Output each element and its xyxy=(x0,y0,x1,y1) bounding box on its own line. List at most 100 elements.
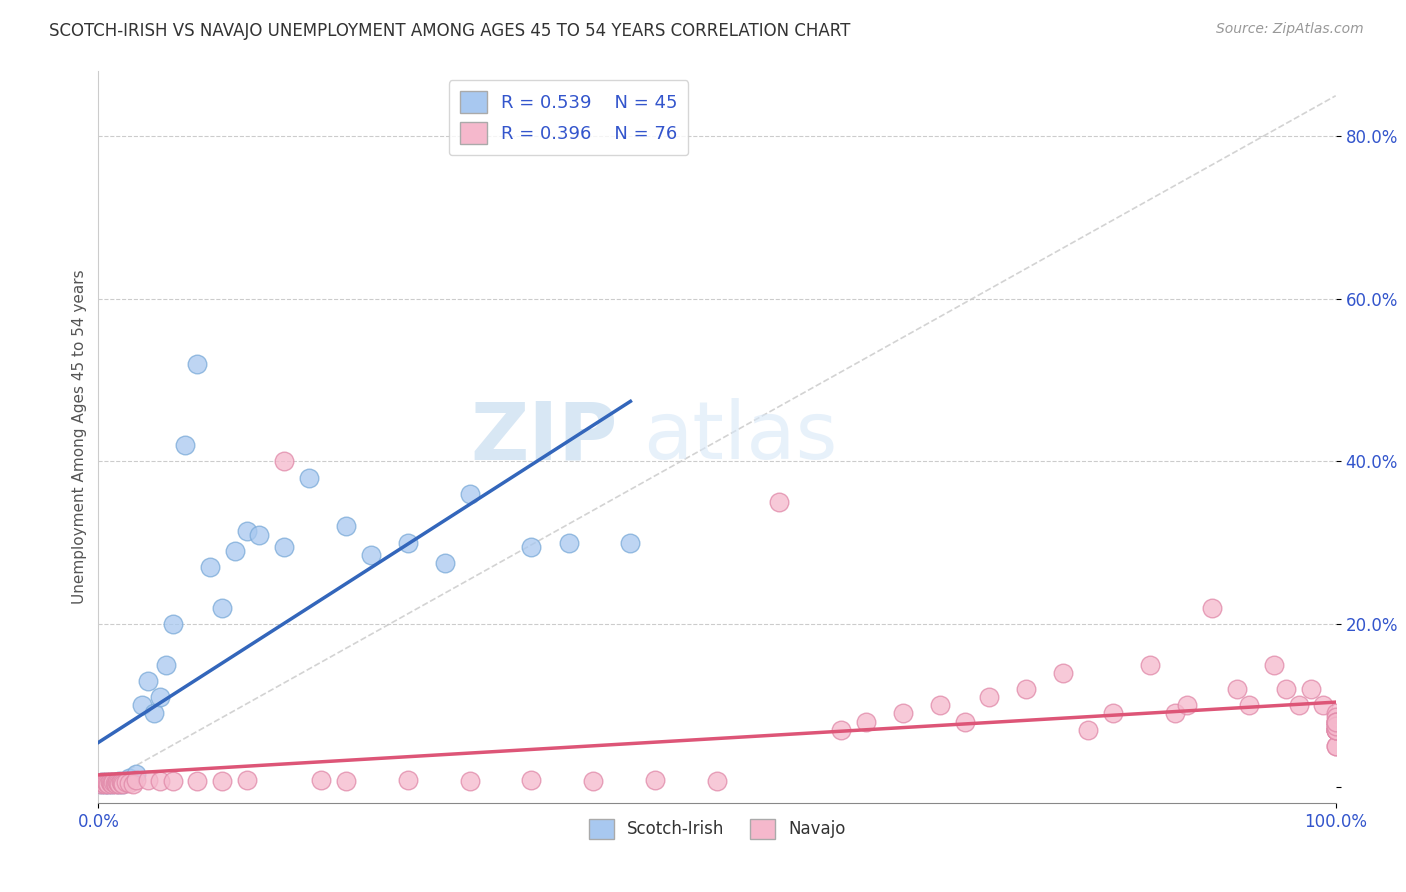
Point xyxy=(335,519,357,533)
Point xyxy=(557,535,579,549)
Point xyxy=(174,438,197,452)
Point xyxy=(1324,723,1347,737)
Point xyxy=(112,776,135,790)
Point xyxy=(768,495,790,509)
Point xyxy=(1324,706,1347,721)
Point xyxy=(1324,714,1347,729)
Point xyxy=(111,777,134,791)
Point xyxy=(93,776,115,790)
Point xyxy=(103,775,125,789)
Point xyxy=(273,454,295,468)
Point xyxy=(211,773,233,788)
Point xyxy=(1324,723,1347,737)
Point xyxy=(335,773,357,788)
Text: ZIP: ZIP xyxy=(471,398,619,476)
Point xyxy=(105,775,128,789)
Point xyxy=(98,775,121,789)
Point xyxy=(1324,710,1347,724)
Text: Source: ZipAtlas.com: Source: ZipAtlas.com xyxy=(1216,22,1364,37)
Point xyxy=(236,524,259,538)
Point xyxy=(1164,706,1187,721)
Legend: Scotch-Irish, Navajo: Scotch-Irish, Navajo xyxy=(582,812,852,846)
Point xyxy=(91,775,114,789)
Point xyxy=(90,777,112,791)
Point xyxy=(1312,698,1334,713)
Point xyxy=(110,775,132,789)
Point xyxy=(111,776,134,790)
Point xyxy=(1324,718,1347,732)
Point xyxy=(136,772,159,787)
Point xyxy=(136,673,159,688)
Text: atlas: atlas xyxy=(643,398,837,476)
Point xyxy=(104,777,127,791)
Point xyxy=(149,773,172,788)
Point xyxy=(96,776,118,790)
Point xyxy=(1237,698,1260,713)
Point xyxy=(162,773,184,788)
Point xyxy=(155,657,177,672)
Point xyxy=(108,773,131,788)
Point xyxy=(96,776,118,790)
Point xyxy=(143,706,166,721)
Point xyxy=(101,777,124,791)
Point xyxy=(1324,714,1347,729)
Point xyxy=(124,767,146,781)
Point xyxy=(97,777,120,791)
Point xyxy=(198,560,221,574)
Point xyxy=(97,777,120,791)
Point xyxy=(1324,718,1347,732)
Point xyxy=(1299,681,1322,696)
Point xyxy=(928,698,950,713)
Point xyxy=(1324,723,1347,737)
Point xyxy=(101,777,124,791)
Point xyxy=(360,548,382,562)
Point xyxy=(103,776,125,790)
Point xyxy=(1324,723,1347,737)
Point xyxy=(100,776,122,790)
Point xyxy=(855,714,877,729)
Point xyxy=(1139,657,1161,672)
Y-axis label: Unemployment Among Ages 45 to 54 years: Unemployment Among Ages 45 to 54 years xyxy=(72,269,87,605)
Point xyxy=(93,777,115,791)
Point xyxy=(619,535,641,549)
Point xyxy=(105,775,128,789)
Point xyxy=(94,775,117,789)
Point xyxy=(162,617,184,632)
Point xyxy=(112,774,135,789)
Point xyxy=(644,772,666,787)
Point xyxy=(298,471,321,485)
Point xyxy=(103,775,125,789)
Point xyxy=(1077,723,1099,737)
Point xyxy=(247,527,270,541)
Point xyxy=(131,698,153,713)
Point xyxy=(186,357,208,371)
Point xyxy=(1288,698,1310,713)
Point xyxy=(1275,681,1298,696)
Point xyxy=(1015,681,1038,696)
Point xyxy=(98,775,121,789)
Point xyxy=(93,776,115,790)
Point xyxy=(236,772,259,787)
Point xyxy=(433,556,456,570)
Point xyxy=(979,690,1001,705)
Point xyxy=(104,774,127,789)
Point xyxy=(110,775,132,789)
Point xyxy=(891,706,914,721)
Point xyxy=(112,777,135,791)
Point xyxy=(103,776,125,790)
Point xyxy=(1263,657,1285,672)
Point xyxy=(94,775,117,789)
Point xyxy=(100,776,122,790)
Point xyxy=(90,777,112,791)
Point xyxy=(91,775,114,789)
Point xyxy=(122,777,145,791)
Point xyxy=(1324,723,1347,737)
Point xyxy=(1226,681,1249,696)
Point xyxy=(458,487,481,501)
Point xyxy=(1324,718,1347,732)
Point xyxy=(396,772,419,787)
Point xyxy=(149,690,172,705)
Text: SCOTCH-IRISH VS NAVAJO UNEMPLOYMENT AMONG AGES 45 TO 54 YEARS CORRELATION CHART: SCOTCH-IRISH VS NAVAJO UNEMPLOYMENT AMON… xyxy=(49,22,851,40)
Point xyxy=(1324,714,1347,729)
Point xyxy=(1102,706,1125,721)
